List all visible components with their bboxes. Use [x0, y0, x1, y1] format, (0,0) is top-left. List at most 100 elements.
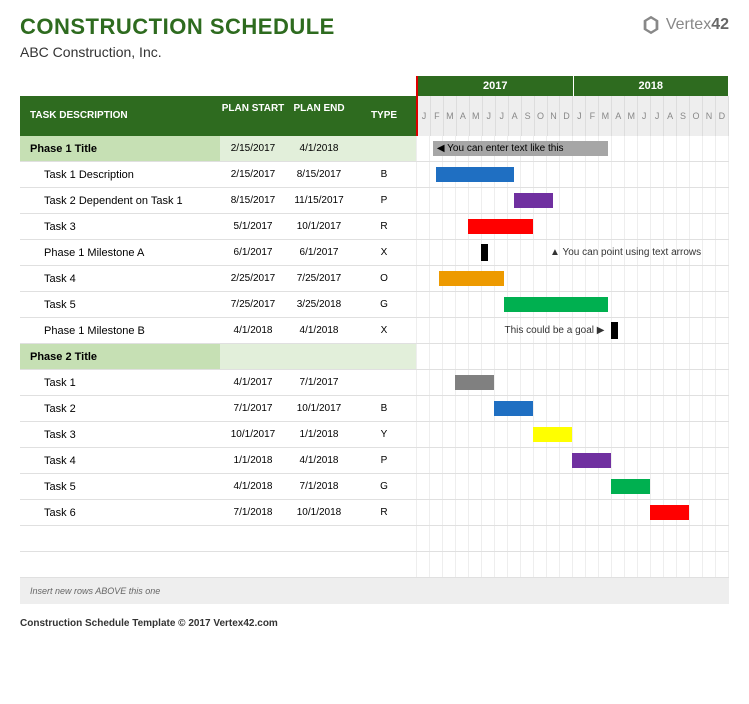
task-row[interactable]: Task 57/25/20173/25/2018G: [20, 292, 729, 318]
task-description[interactable]: Task 2 Dependent on Task 1: [20, 188, 220, 213]
task-type[interactable]: B: [352, 162, 416, 187]
task-type[interactable]: Y: [352, 422, 416, 447]
task-row[interactable]: Task 54/1/20187/1/2018G: [20, 474, 729, 500]
gantt-bar[interactable]: [514, 193, 553, 208]
task-row[interactable]: Task 2 Dependent on Task 18/15/201711/15…: [20, 188, 729, 214]
gantt-bar[interactable]: [533, 427, 572, 442]
plan-end[interactable]: 6/1/2017: [286, 240, 352, 265]
gantt-bar[interactable]: [468, 219, 533, 234]
month-cell: O: [535, 96, 548, 136]
header-end: PLAN END: [286, 96, 352, 136]
plan-end[interactable]: 10/1/2017: [286, 396, 352, 421]
gantt-bar[interactable]: [436, 167, 514, 182]
plan-start[interactable]: [220, 344, 286, 369]
gantt-bar[interactable]: [572, 453, 611, 468]
plan-start[interactable]: 7/1/2018: [220, 500, 286, 525]
plan-end[interactable]: 7/25/2017: [286, 266, 352, 291]
task-type[interactable]: B: [352, 396, 416, 421]
plan-start[interactable]: 6/1/2017: [220, 240, 286, 265]
task-row[interactable]: Task 67/1/201810/1/2018R: [20, 500, 729, 526]
gantt-bar[interactable]: [611, 479, 650, 494]
task-type[interactable]: X: [352, 240, 416, 265]
task-description[interactable]: Task 4: [20, 448, 220, 473]
task-type[interactable]: [352, 344, 416, 369]
phase-row[interactable]: Phase 2 Title: [20, 344, 729, 370]
task-description[interactable]: Task 2: [20, 396, 220, 421]
gantt-bar[interactable]: [504, 297, 608, 312]
task-row[interactable]: Task 35/1/201710/1/2017R: [20, 214, 729, 240]
plan-start[interactable]: 7/1/2017: [220, 396, 286, 421]
task-description[interactable]: Task 4: [20, 266, 220, 291]
annotation[interactable]: ◀ You can enter text like this: [433, 141, 609, 156]
task-description[interactable]: Task 3: [20, 214, 220, 239]
task-description[interactable]: Phase 1 Milestone A: [20, 240, 220, 265]
plan-end[interactable]: 4/1/2018: [286, 136, 352, 161]
task-type[interactable]: G: [352, 474, 416, 499]
plan-start[interactable]: 2/25/2017: [220, 266, 286, 291]
plan-end[interactable]: [286, 344, 352, 369]
plan-start[interactable]: 2/15/2017: [220, 136, 286, 161]
plan-start[interactable]: 7/25/2017: [220, 292, 286, 317]
gantt-area: [416, 448, 729, 473]
plan-start[interactable]: 10/1/2017: [220, 422, 286, 447]
task-type[interactable]: P: [352, 448, 416, 473]
task-row[interactable]: Task 310/1/20171/1/2018Y: [20, 422, 729, 448]
plan-end[interactable]: 10/1/2017: [286, 214, 352, 239]
plan-end[interactable]: 11/15/2017: [286, 188, 352, 213]
plan-start[interactable]: 8/15/2017: [220, 188, 286, 213]
task-description[interactable]: Task 6: [20, 500, 220, 525]
plan-start[interactable]: 1/1/2018: [220, 448, 286, 473]
task-type[interactable]: X: [352, 318, 416, 343]
task-description[interactable]: Task 5: [20, 474, 220, 499]
plan-end[interactable]: 7/1/2018: [286, 474, 352, 499]
task-row[interactable]: Phase 1 Milestone B4/1/20184/1/2018XThis…: [20, 318, 729, 344]
task-description[interactable]: Phase 1 Milestone B: [20, 318, 220, 343]
annotation[interactable]: ▲ You can point using text arrows: [546, 245, 715, 260]
task-description[interactable]: Task 1: [20, 370, 220, 395]
task-type[interactable]: O: [352, 266, 416, 291]
annotation[interactable]: This could be a goal ▶: [501, 323, 605, 338]
task-row[interactable]: Task 1 Description2/15/20178/15/2017B: [20, 162, 729, 188]
gantt-bar[interactable]: [494, 401, 533, 416]
task-row[interactable]: Task 27/1/201710/1/2017B: [20, 396, 729, 422]
task-type[interactable]: R: [352, 500, 416, 525]
task-type[interactable]: P: [352, 188, 416, 213]
month-cell: J: [418, 96, 431, 136]
milestone-marker[interactable]: [611, 322, 618, 339]
phase-row[interactable]: Phase 1 Title2/15/20174/1/2018 ◀ You can …: [20, 136, 729, 162]
task-row[interactable]: Phase 1 Milestone A6/1/20176/1/2017X▲ Yo…: [20, 240, 729, 266]
logo-icon: [640, 14, 662, 36]
task-description[interactable]: Phase 1 Title: [20, 136, 220, 161]
task-row[interactable]: Task 42/25/20177/25/2017O: [20, 266, 729, 292]
plan-end[interactable]: 1/1/2018: [286, 422, 352, 447]
task-type[interactable]: [352, 370, 416, 395]
task-description[interactable]: Task 1 Description: [20, 162, 220, 187]
task-type[interactable]: [352, 136, 416, 161]
plan-start[interactable]: 4/1/2018: [220, 474, 286, 499]
header-task: TASK DESCRIPTION: [20, 96, 220, 136]
gantt-bar[interactable]: [650, 505, 689, 520]
empty-row[interactable]: [20, 526, 729, 552]
gantt-bar[interactable]: [455, 375, 494, 390]
plan-end[interactable]: 8/15/2017: [286, 162, 352, 187]
task-type[interactable]: R: [352, 214, 416, 239]
task-row[interactable]: Task 41/1/20184/1/2018P: [20, 448, 729, 474]
gantt-bar[interactable]: [439, 271, 504, 286]
plan-start[interactable]: 4/1/2018: [220, 318, 286, 343]
task-description[interactable]: Task 5: [20, 292, 220, 317]
task-type[interactable]: G: [352, 292, 416, 317]
task-description[interactable]: Task 3: [20, 422, 220, 447]
month-cell: J: [483, 96, 496, 136]
task-row[interactable]: Task 14/1/20177/1/2017: [20, 370, 729, 396]
milestone-marker[interactable]: [481, 244, 488, 261]
plan-end[interactable]: 7/1/2017: [286, 370, 352, 395]
plan-end[interactable]: 4/1/2018: [286, 448, 352, 473]
plan-start[interactable]: 2/15/2017: [220, 162, 286, 187]
empty-row[interactable]: [20, 552, 729, 578]
plan-end[interactable]: 10/1/2018: [286, 500, 352, 525]
plan-end[interactable]: 4/1/2018: [286, 318, 352, 343]
plan-end[interactable]: 3/25/2018: [286, 292, 352, 317]
task-description[interactable]: Phase 2 Title: [20, 344, 220, 369]
plan-start[interactable]: 5/1/2017: [220, 214, 286, 239]
plan-start[interactable]: 4/1/2017: [220, 370, 286, 395]
